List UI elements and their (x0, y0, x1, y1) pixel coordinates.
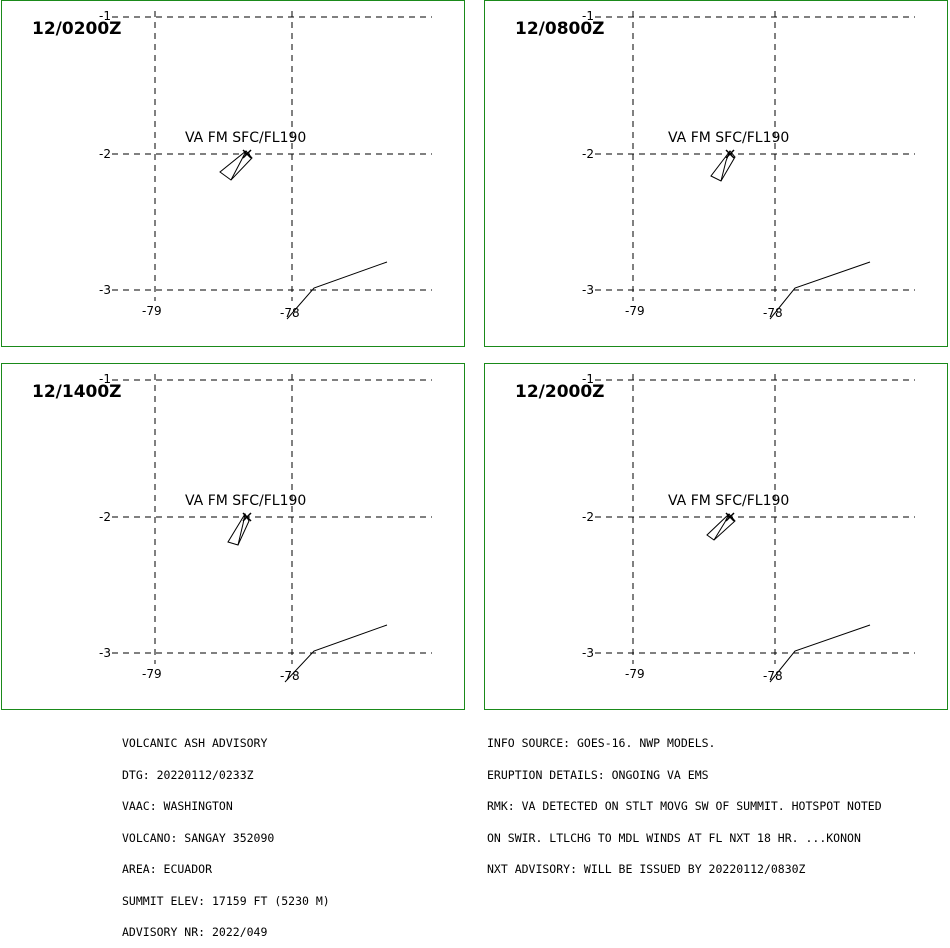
coastline (286, 261, 388, 320)
lat-tick-label: -1 (99, 9, 111, 23)
ash-cloud (219, 150, 253, 181)
map-graphic (595, 374, 915, 683)
advisory-line: DTG: 20220112/0233Z (122, 767, 254, 782)
lat-tick-label: -1 (582, 9, 594, 23)
lat-tick-label: -3 (582, 283, 594, 297)
advisory-line: ON SWIR. LTLCHG TO MDL WINDS AT FL NXT 1… (487, 830, 861, 845)
va-label: VA FM SFC/FL190 (668, 130, 790, 146)
lat-tick-label: -1 (99, 372, 111, 386)
advisory-line: VAAC: WASHINGTON (122, 799, 233, 813)
lat-tick-label: -1 (582, 372, 594, 386)
volcano-marker (242, 512, 252, 522)
volcano-marker (242, 149, 252, 159)
advisory-line: RMK: VA DETECTED ON STLT MOVG SW OF SUMM… (487, 799, 882, 813)
lat-tick-label: -2 (99, 510, 111, 524)
advisory-line: VOLCANIC ASH ADVISORY (122, 736, 268, 750)
map-graphic (595, 11, 915, 320)
lon-tick-label: -78 (763, 306, 783, 320)
map-graphic (112, 11, 432, 320)
advisory-line: SUMMIT ELEV: 17159 FT (5230 M) (122, 893, 330, 908)
va-label: VA FM SFC/FL190 (185, 493, 307, 509)
volcano-marker (725, 149, 735, 159)
ash-cloud (706, 513, 736, 541)
lon-tick-label: -79 (142, 667, 162, 681)
lon-tick-label: -78 (763, 669, 783, 683)
advisory-line: ERUPTION DETAILS: ONGOING VA EMS (487, 767, 709, 782)
advisory-line: NXT ADVISORY: WILL BE ISSUED BY 20220112… (487, 862, 806, 876)
lon-tick-label: -79 (625, 667, 645, 681)
forecast-panel-4: 12/2000Z VA FM SFC/FL190 -1 -2 -3 -79 -7… (484, 363, 948, 710)
time-label: 12/0200Z (32, 19, 122, 39)
coastline (769, 624, 871, 683)
advisory-line: ADVISORY NR: 2022/049 (122, 925, 268, 939)
ash-cloud (227, 513, 250, 546)
va-label: VA FM SFC/FL190 (185, 130, 307, 146)
advisory-remarks-text: INFO SOURCE: GOES-16. NWP MODELS. ERUPTI… (487, 717, 882, 885)
coastline (769, 261, 871, 320)
forecast-panel-3: 12/1400Z VA FM SFC/FL190 -1 -2 -3 -79 -7… (1, 363, 465, 710)
time-label: 12/0800Z (515, 19, 605, 39)
lat-tick-label: -2 (582, 510, 594, 524)
lon-tick-label: -78 (280, 306, 300, 320)
advisory-line: AREA: ECUADOR (122, 862, 213, 876)
va-label: VA FM SFC/FL190 (668, 493, 790, 509)
volcano-marker (725, 512, 735, 522)
advisory-line: INFO SOURCE: GOES-16. NWP MODELS. (487, 736, 716, 750)
lat-tick-label: -3 (99, 646, 111, 660)
time-label: 12/1400Z (32, 382, 122, 402)
forecast-panel-1: 12/0200Z VA FM SFC/FL190 -1 -2 -3 -79 -7… (1, 0, 465, 347)
lat-tick-label: -3 (99, 283, 111, 297)
coastline (284, 624, 388, 683)
lat-tick-label: -2 (582, 147, 594, 161)
advisory-line: VOLCANO: SANGAY 352090 (122, 830, 275, 845)
ash-cloud (710, 150, 736, 182)
lat-tick-label: -3 (582, 646, 594, 660)
lon-tick-label: -79 (142, 304, 162, 318)
lat-tick-label: -2 (99, 147, 111, 161)
advisory-header-text: VOLCANIC ASH ADVISORY DTG: 20220112/0233… (122, 717, 330, 948)
time-label: 12/2000Z (515, 382, 605, 402)
forecast-panel-2: 12/0800Z VA FM SFC/FL190 -1 -2 -3 -79 -7… (484, 0, 948, 347)
lon-tick-label: -79 (625, 304, 645, 318)
map-graphic (112, 374, 432, 683)
lon-tick-label: -78 (280, 669, 300, 683)
